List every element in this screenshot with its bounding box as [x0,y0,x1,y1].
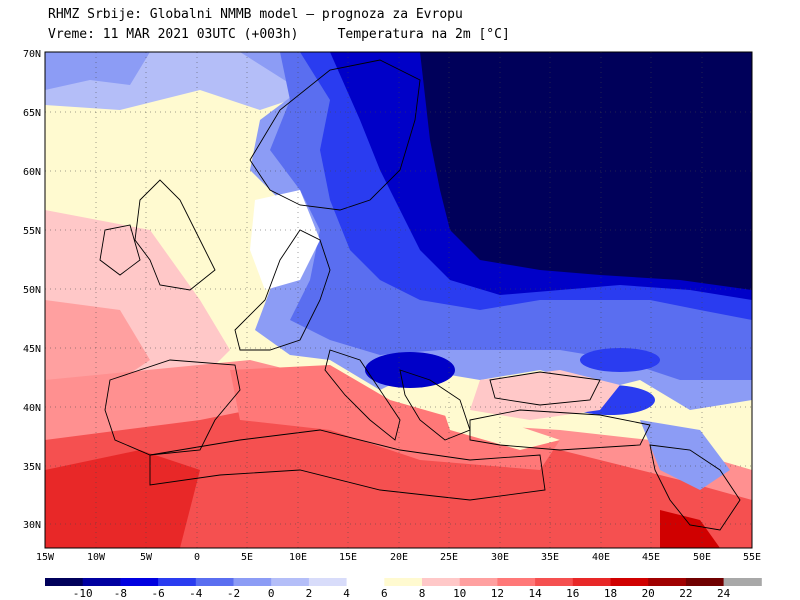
lat-label-40n: 40N [23,403,41,414]
colorbar-label: 10 [453,587,466,600]
lat-label-50n: 50N [23,285,41,296]
colorbar-label: 20 [642,587,655,600]
colorbar-label: -10 [73,587,93,600]
lon-label-50e: 50E [693,552,711,563]
colorbar-label: 4 [343,587,350,600]
colorbar-label: 16 [566,587,579,600]
lon-label-5e: 5E [241,552,253,563]
lon-label-15e: 15E [339,552,357,563]
latitude-labels: 70N 65N 60N 55N 50N 45N 40N 35N 30N [23,49,41,531]
lon-label-25e: 25E [440,552,458,563]
lon-label-30e: 30E [491,552,509,563]
header-title: RHMZ Srbije: Globalni NMMB model – progn… [48,7,463,22]
colorbar-swatch [459,578,498,586]
colorbar-swatch [535,578,574,586]
lat-label-30n: 30N [23,520,41,531]
colorbar-swatch [723,578,762,586]
lat-label-70n: 70N [23,49,41,60]
colorbar-swatch [384,578,423,586]
lon-label-0: 0 [194,552,200,563]
colorbar-swatch [271,578,310,586]
map-frame [44,51,753,549]
colorbar-label: -6 [151,587,164,600]
colorbar-label: -4 [189,587,203,600]
colorbar-swatch [45,578,84,586]
lon-label-35e: 35E [541,552,559,563]
colorbar-swatch [610,578,649,586]
colorbar-swatch [648,578,687,586]
lat-label-65n: 65N [23,108,41,119]
colorbar-swatch [233,578,272,586]
colorbar-swatch [195,578,234,586]
colorbar-labels: -10 -8 -6 -4 -2 0 2 4 6 8 10 12 14 16 18 20 22 24 [73,587,731,600]
lon-label-40e: 40E [592,552,610,563]
colorbar-label: 12 [491,587,504,600]
chart-header: RHMZ Srbije: Globalni NMMB model – progn… [48,5,748,45]
colorbar-label: 18 [604,587,617,600]
colorbar-swatch [158,578,197,586]
colorbar-swatch [422,578,461,586]
lat-label-45n: 45N [23,344,41,355]
lon-label-10w: 10W [87,552,106,563]
forecast-time: Vreme: 11 MAR 2021 03UTC (+003h) [48,27,299,42]
colorbar-label: 14 [528,587,542,600]
lon-label-10e: 10E [289,552,307,563]
lat-label-60n: 60N [23,167,41,178]
colorbar-swatch [497,578,536,586]
colorbar-swatch [685,578,725,586]
longitude-labels: 15W 10W 5W 0 5E 10E 15E 20E 25E 30E 35E … [36,552,761,563]
colorbar-label: 0 [268,587,275,600]
colorbar-label: -2 [227,587,240,600]
colorbar [45,578,762,586]
lon-label-45e: 45E [642,552,660,563]
colorbar-swatch [572,578,611,586]
colorbar-swatch [120,578,159,586]
colorbar-label: 22 [679,587,692,600]
lon-label-20e: 20E [390,552,408,563]
lon-label-15w: 15W [36,552,55,563]
colorbar-label: 8 [419,587,426,600]
colorbar-swatch [346,578,385,586]
lon-label-55e: 55E [743,552,761,563]
header-subtitle: Vreme: 11 MAR 2021 03UTC (+003h) Tempera… [48,25,748,45]
colorbar-label: 6 [381,587,388,600]
lon-label-5w: 5W [140,552,153,563]
temperature-field [45,52,752,548]
colorbar-swatch [308,578,348,586]
lat-label-35n: 35N [23,462,41,473]
colorbar-label: 24 [717,587,731,600]
colorbar-label: -8 [114,587,127,600]
colorbar-label: 2 [306,587,313,600]
colorbar-swatch [82,578,121,586]
field-name: Temperatura na 2m [°C] [337,27,510,42]
lat-label-55n: 55N [23,226,41,237]
coastlines [99,59,741,531]
